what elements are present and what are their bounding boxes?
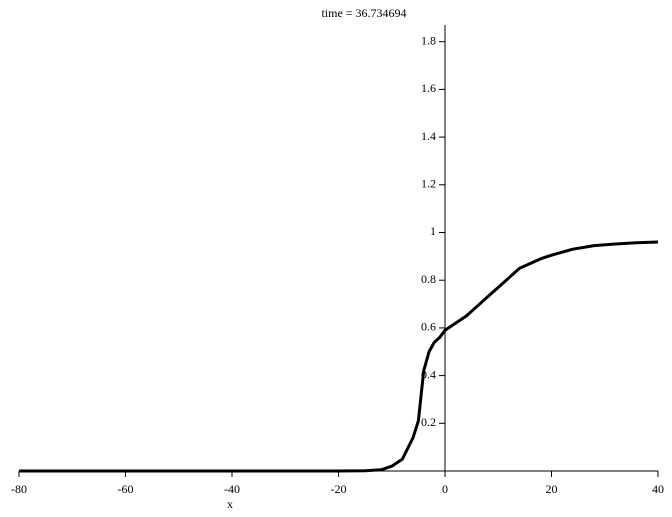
x-tick-label: -60 [118,482,134,496]
y-tick-label: 1.4 [421,129,436,143]
y-tick-label: 0.2 [421,415,436,429]
x-tick-label: -20 [331,482,347,496]
y-tick-label: 1.2 [421,177,436,191]
y-tick-label: 1.6 [421,81,436,95]
x-tick-label: 0 [442,482,448,496]
x-tick-label: 20 [546,482,558,496]
x-tick-label: -80 [11,482,27,496]
y-tick-label: 0.6 [421,320,436,334]
chart-title: time = 36.734694 [321,6,406,20]
y-tick-label: 0.8 [421,272,436,286]
x-axis-label: x [227,497,233,511]
data-line [19,240,659,473]
y-tick-label: 1 [430,224,436,238]
y-tick-label: 1.8 [421,33,436,47]
x-tick-label: -40 [224,482,240,496]
x-tick-label: 40 [652,482,664,496]
